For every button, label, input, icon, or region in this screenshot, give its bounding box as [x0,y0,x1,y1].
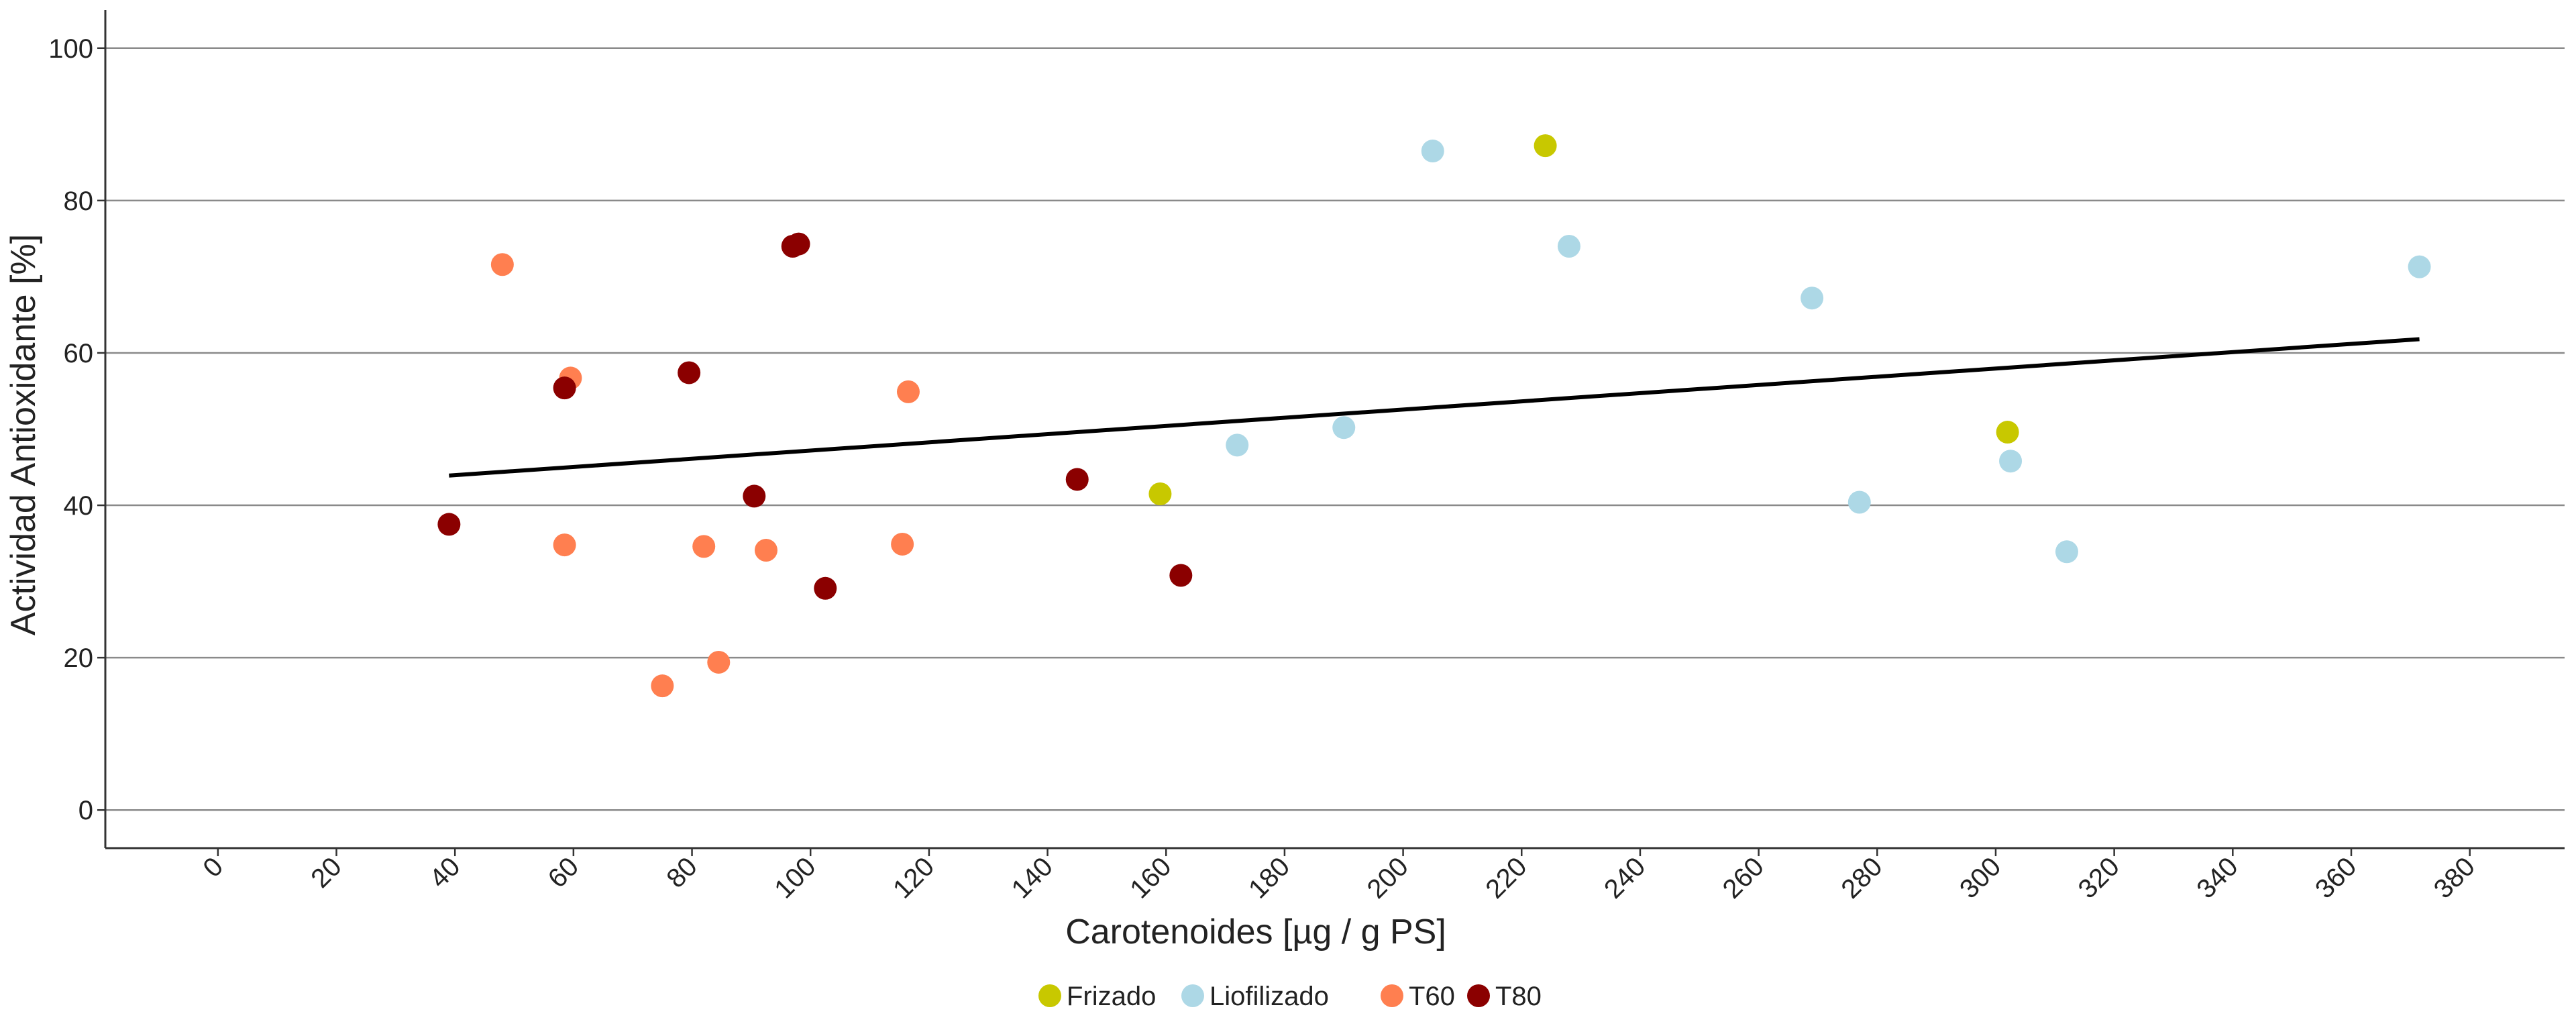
tick-labels: 0 20 40 60 80 100 0 20 40 60 80 100 120 140 160 180 200 2… [48,34,2481,904]
point-liofilizado [1557,234,1580,258]
point-t80 [678,361,701,384]
y-tick-label: 100 [48,34,93,64]
x-tick-label: 300 [1954,851,2006,904]
x-tick-label: 160 [1124,851,1177,904]
x-tick-label: 380 [2428,851,2481,904]
point-t60 [707,650,731,674]
x-tick-label: 340 [2191,851,2243,904]
x-tick-label: 200 [1362,851,1414,904]
x-tick-label: 60 [543,851,585,894]
x-tick-label: 20 [305,851,347,894]
x-tick-label: 320 [2073,851,2125,904]
point-t60 [490,253,514,276]
y-tick-label: 20 [64,643,94,673]
point-t80 [814,576,837,600]
legend-label-t80: T80 [1495,982,1542,1011]
point-t80 [437,513,461,536]
legend-label-frizado: Frizado [1067,982,1156,1011]
x-tick-label: 120 [888,851,940,904]
legend-swatch-frizado [1038,984,1061,1007]
x-tick-label: 0 [197,851,229,883]
x-tick-label: 280 [1835,851,1888,904]
x-tick-label: 100 [769,851,821,904]
point-liofilizado [2055,540,2078,564]
point-liofilizado [1332,416,1356,440]
point-frizado [1148,482,1172,506]
point-t60 [896,380,920,403]
point-t80 [553,376,576,400]
point-t80 [787,232,810,256]
y-tick-label: 80 [64,187,94,216]
point-liofilizado [2408,255,2431,278]
y-tick-label: 0 [78,796,93,825]
axes [97,10,2565,856]
trendline-layer [449,337,2420,478]
legend-label-liofilizado: Liofilizado [1210,982,1329,1011]
x-axis-title: Carotenoides [µg / g PS] [1065,913,1446,951]
x-tick-label: 260 [1717,851,1770,904]
x-tick-label: 220 [1480,851,1532,904]
legend-swatch-t60 [1381,984,1403,1007]
point-t60 [553,533,576,557]
point-liofilizado [1847,490,1871,514]
point-frizado [1534,134,1557,158]
point-t60 [891,532,914,556]
y-tick-label: 60 [64,339,94,368]
trendline [449,337,2420,478]
point-t80 [1169,564,1193,587]
x-tick-label: 180 [1243,851,1295,904]
point-t60 [651,674,674,698]
legend-label-t60: T60 [1409,982,1455,1011]
y-axis-title: Actividad Antioxidante [%] [4,234,43,635]
x-tick-label: 140 [1006,851,1059,904]
point-t80 [1065,468,1089,491]
point-t60 [754,539,777,562]
x-tick-label: 360 [2310,851,2362,904]
point-t80 [743,484,766,508]
x-tick-label: 40 [424,851,466,894]
grid-lines [105,47,2565,811]
point-liofilizado [1421,140,1444,163]
y-tick-label: 40 [64,491,94,521]
point-t60 [692,535,716,558]
point-liofilizado [1999,450,2023,473]
point-liofilizado [1226,433,1249,457]
legend-swatch-liofilizado [1181,984,1204,1007]
x-tick-label: 240 [1599,851,1651,904]
legend-swatch-t80 [1467,984,1490,1007]
legend: Frizado Liofilizado T60 T80 [1038,982,1542,1011]
point-liofilizado [1801,287,1824,310]
x-tick-label: 80 [661,851,703,894]
data-points [437,134,2431,698]
point-frizado [1996,421,2019,444]
